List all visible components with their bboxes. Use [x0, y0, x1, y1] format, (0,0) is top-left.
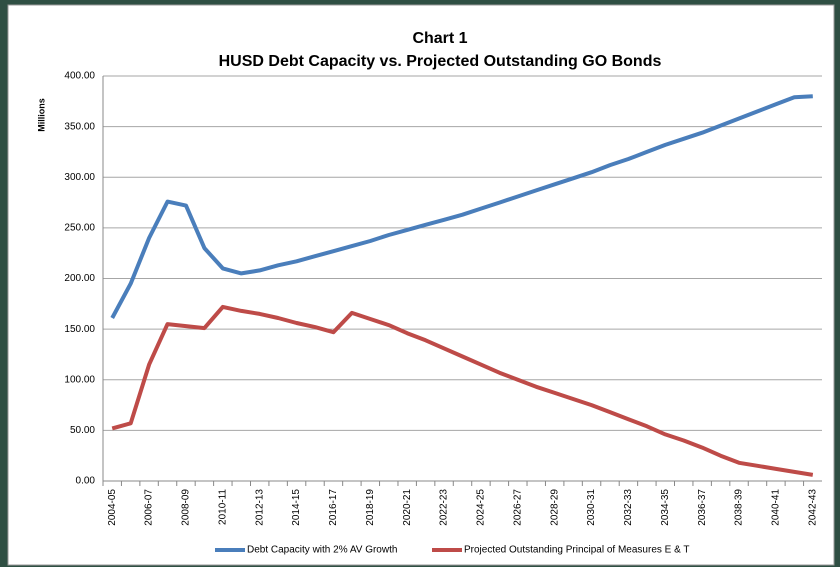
x-tick-label: 2016-17 — [328, 489, 339, 526]
chart-title: Chart 1 — [412, 30, 467, 47]
y-tick-label: 100.00 — [64, 374, 95, 385]
x-tick-label: 2020-21 — [402, 489, 413, 526]
x-tick-label: 2018-19 — [365, 489, 376, 526]
legend-label: Debt Capacity with 2% AV Growth — [247, 545, 397, 556]
y-tick-label: 200.00 — [64, 273, 95, 284]
x-tick-label: 2022-23 — [439, 489, 450, 526]
x-tick-label: 2042-43 — [807, 489, 818, 526]
x-tick-label: 2040-41 — [771, 489, 782, 526]
y-tick-label: 50.00 — [70, 425, 95, 436]
x-tick-label: 2028-29 — [549, 489, 560, 526]
x-tick-label: 2006-07 — [144, 489, 155, 526]
x-tick-label: 2036-37 — [697, 489, 708, 526]
y-tick-label: 250.00 — [64, 223, 95, 234]
x-tick-label: 2038-39 — [734, 489, 745, 526]
x-tick-label: 2024-25 — [476, 489, 487, 526]
chart-area — [7, 4, 835, 566]
x-tick-label: 2026-27 — [512, 489, 523, 526]
x-tick-label: 2034-35 — [660, 489, 671, 526]
x-tick-label: 2008-09 — [181, 489, 192, 526]
series-line — [110, 94, 813, 319]
x-tick-label: 2012-13 — [254, 489, 265, 526]
y-tick-label: 0.00 — [76, 476, 96, 487]
series-line — [111, 304, 814, 477]
y-tick-label: 150.00 — [64, 324, 95, 335]
x-tick-label: 2014-15 — [291, 489, 302, 526]
x-tick-label: 2030-31 — [586, 489, 597, 526]
legend-label: Projected Outstanding Principal of Measu… — [464, 545, 689, 556]
x-tick-label: 2004-05 — [107, 489, 118, 526]
x-tick-label: 2010-11 — [217, 489, 228, 525]
y-axis-label: Millions — [36, 98, 46, 132]
y-tick-label: 300.00 — [64, 172, 95, 183]
chart-subtitle: HUSD Debt Capacity vs. Projected Outstan… — [219, 53, 662, 70]
x-tick-label: 2032-33 — [623, 489, 634, 526]
y-tick-label: 350.00 — [64, 121, 95, 132]
y-tick-label: 400.00 — [64, 71, 95, 82]
